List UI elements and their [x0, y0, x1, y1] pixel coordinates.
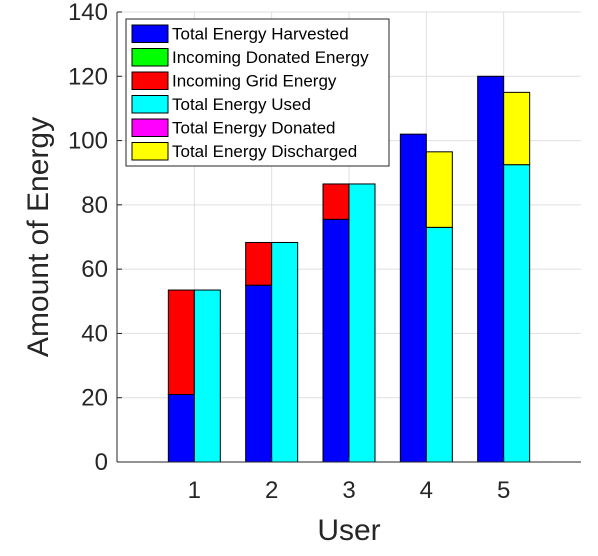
bar-segment [503, 164, 531, 463]
y-tick-label: 140 [68, 0, 108, 26]
y-tick-label: 80 [81, 192, 108, 219]
legend-label: Incoming Donated Energy [172, 48, 369, 67]
bar-segment [477, 75, 505, 463]
tick-labels: 0 20 40 60 80 100 120 140 1 2 3 4 5 [68, 0, 510, 504]
x-tick-label: 3 [342, 477, 355, 504]
y-axis-title: Amount of Energy [22, 117, 55, 357]
legend-swatch [131, 95, 169, 114]
x-axis-title: User [317, 514, 380, 547]
bar-segment [503, 91, 531, 166]
legend-swatch [131, 118, 169, 137]
y-tick-label: 0 [95, 449, 108, 476]
bar-segment [245, 284, 273, 463]
y-tick-label: 60 [81, 256, 108, 283]
bars [167, 75, 531, 463]
axes [116, 11, 581, 463]
x-tick-label: 2 [265, 477, 278, 504]
legend: Total Energy Harvested Incoming Donated E… [125, 18, 390, 167]
legend-box [125, 18, 390, 167]
legend-label: Total Energy Harvested [172, 25, 349, 44]
bar-segment [271, 241, 299, 463]
legend-swatch [131, 24, 169, 43]
bar-segment [425, 226, 453, 463]
bar-segment [167, 394, 195, 463]
legend-swatch [131, 71, 169, 90]
y-tick-label: 40 [81, 320, 108, 347]
bar-segment [348, 183, 376, 463]
y-tick-label: 20 [81, 385, 108, 412]
bar-segment [245, 241, 273, 286]
legend-swatch [131, 142, 169, 161]
y-tick-label: 120 [68, 63, 108, 90]
bar-segment [322, 183, 350, 220]
legend-label: Total Energy Donated [172, 119, 336, 138]
bar-segment [399, 133, 427, 463]
y-tick-label: 100 [68, 128, 108, 155]
bar-segment [193, 289, 221, 463]
x-tick-label: 1 [188, 477, 201, 504]
x-tick-label: 5 [497, 477, 510, 504]
x-tick-label: 4 [420, 477, 433, 504]
legend-label: Incoming Grid Energy [172, 72, 337, 91]
bar-segment [322, 218, 350, 463]
bar-segment [425, 151, 453, 228]
legend-label: Total Energy Used [172, 95, 311, 114]
legend-swatch [131, 48, 169, 67]
bar-segment [167, 289, 195, 395]
legend-label: Total Energy Discharged [172, 142, 357, 161]
